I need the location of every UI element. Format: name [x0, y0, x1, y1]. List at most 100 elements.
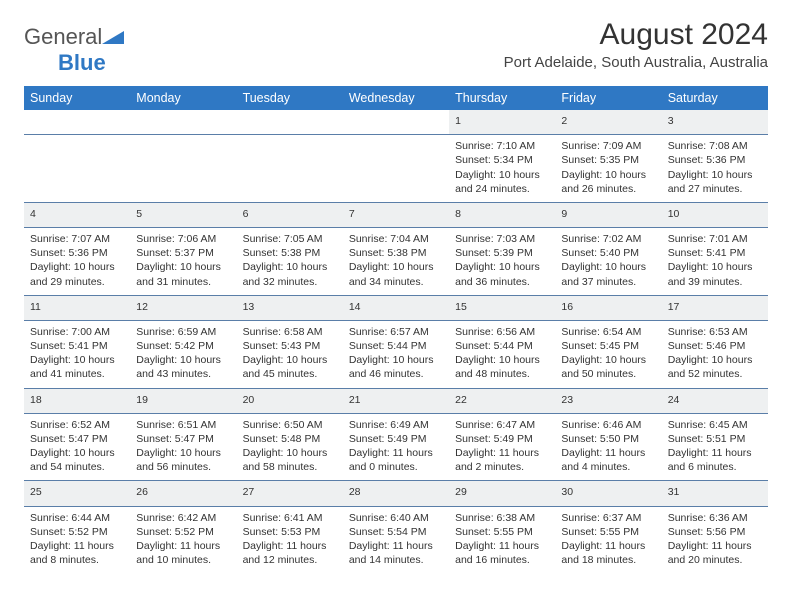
sunset-text: Sunset: 5:49 PM — [349, 432, 443, 446]
day-number-cell: 26 — [130, 481, 236, 506]
daylight-line1: Daylight: 10 hours — [561, 353, 655, 367]
day-info-cell: Sunrise: 6:41 AMSunset: 5:53 PMDaylight:… — [237, 506, 343, 573]
daylight-line2: and 4 minutes. — [561, 460, 655, 474]
daylight-line2: and 26 minutes. — [561, 182, 655, 196]
day-number-cell: 28 — [343, 481, 449, 506]
week-0-daynum-row: 123 — [24, 110, 768, 135]
sunrise-text: Sunrise: 6:37 AM — [561, 511, 655, 525]
daylight-line1: Daylight: 10 hours — [561, 260, 655, 274]
day-info-cell: Sunrise: 6:58 AMSunset: 5:43 PMDaylight:… — [237, 320, 343, 388]
sunset-text: Sunset: 5:36 PM — [30, 246, 124, 260]
day-info-cell: Sunrise: 6:37 AMSunset: 5:55 PMDaylight:… — [555, 506, 661, 573]
sunset-text: Sunset: 5:44 PM — [349, 339, 443, 353]
day-info-cell: Sunrise: 7:05 AMSunset: 5:38 PMDaylight:… — [237, 228, 343, 296]
logo-word-general: General — [24, 24, 102, 49]
sunrise-text: Sunrise: 6:56 AM — [455, 325, 549, 339]
day-info-cell: Sunrise: 7:10 AMSunset: 5:34 PMDaylight:… — [449, 135, 555, 203]
daylight-line1: Daylight: 10 hours — [243, 353, 337, 367]
sunset-text: Sunset: 5:41 PM — [30, 339, 124, 353]
day-info-cell — [24, 135, 130, 203]
daylight-line2: and 43 minutes. — [136, 367, 230, 381]
daylight-line2: and 46 minutes. — [349, 367, 443, 381]
day-number-cell: 16 — [555, 295, 661, 320]
day-info-cell: Sunrise: 6:57 AMSunset: 5:44 PMDaylight:… — [343, 320, 449, 388]
calendar-header-row: SundayMondayTuesdayWednesdayThursdayFrid… — [24, 86, 768, 110]
day-info-cell: Sunrise: 6:52 AMSunset: 5:47 PMDaylight:… — [24, 413, 130, 481]
sunrise-text: Sunrise: 6:36 AM — [668, 511, 762, 525]
day-number-cell: 21 — [343, 388, 449, 413]
daylight-line1: Daylight: 11 hours — [30, 539, 124, 553]
daylight-line2: and 56 minutes. — [136, 460, 230, 474]
daylight-line2: and 48 minutes. — [455, 367, 549, 381]
day-info-cell: Sunrise: 6:40 AMSunset: 5:54 PMDaylight:… — [343, 506, 449, 573]
day-number-cell — [24, 110, 130, 135]
title-block: August 2024 Port Adelaide, South Austral… — [504, 18, 768, 71]
day-header-friday: Friday — [555, 86, 661, 110]
day-info-cell: Sunrise: 6:46 AMSunset: 5:50 PMDaylight:… — [555, 413, 661, 481]
sunset-text: Sunset: 5:37 PM — [136, 246, 230, 260]
day-number-cell: 8 — [449, 202, 555, 227]
daylight-line2: and 34 minutes. — [349, 275, 443, 289]
day-number-cell: 30 — [555, 481, 661, 506]
day-info-cell — [237, 135, 343, 203]
logo-text: General Blue — [24, 24, 124, 76]
daylight-line1: Daylight: 10 hours — [349, 353, 443, 367]
daylight-line2: and 16 minutes. — [455, 553, 549, 567]
sunrise-text: Sunrise: 7:04 AM — [349, 232, 443, 246]
sunset-text: Sunset: 5:49 PM — [455, 432, 549, 446]
daylight-line2: and 14 minutes. — [349, 553, 443, 567]
sunrise-text: Sunrise: 7:02 AM — [561, 232, 655, 246]
sunrise-text: Sunrise: 7:09 AM — [561, 139, 655, 153]
sunrise-text: Sunrise: 6:41 AM — [243, 511, 337, 525]
day-number-cell: 29 — [449, 481, 555, 506]
daylight-line2: and 2 minutes. — [455, 460, 549, 474]
daylight-line1: Daylight: 10 hours — [30, 260, 124, 274]
day-header-sunday: Sunday — [24, 86, 130, 110]
day-info-cell: Sunrise: 6:50 AMSunset: 5:48 PMDaylight:… — [237, 413, 343, 481]
calendar-body: 123Sunrise: 7:10 AMSunset: 5:34 PMDaylig… — [24, 110, 768, 573]
day-number-cell: 4 — [24, 202, 130, 227]
sunrise-text: Sunrise: 6:59 AM — [136, 325, 230, 339]
day-number-cell — [237, 110, 343, 135]
sunrise-text: Sunrise: 6:45 AM — [668, 418, 762, 432]
daylight-line2: and 32 minutes. — [243, 275, 337, 289]
sunset-text: Sunset: 5:42 PM — [136, 339, 230, 353]
sunset-text: Sunset: 5:53 PM — [243, 525, 337, 539]
sunset-text: Sunset: 5:46 PM — [668, 339, 762, 353]
day-info-cell: Sunrise: 6:42 AMSunset: 5:52 PMDaylight:… — [130, 506, 236, 573]
daylight-line2: and 27 minutes. — [668, 182, 762, 196]
daylight-line2: and 50 minutes. — [561, 367, 655, 381]
daylight-line1: Daylight: 11 hours — [243, 539, 337, 553]
sunrise-text: Sunrise: 7:08 AM — [668, 139, 762, 153]
day-info-cell: Sunrise: 6:47 AMSunset: 5:49 PMDaylight:… — [449, 413, 555, 481]
daylight-line2: and 31 minutes. — [136, 275, 230, 289]
sunset-text: Sunset: 5:40 PM — [561, 246, 655, 260]
sunset-text: Sunset: 5:47 PM — [30, 432, 124, 446]
sunset-text: Sunset: 5:55 PM — [561, 525, 655, 539]
sunset-text: Sunset: 5:54 PM — [349, 525, 443, 539]
sunrise-text: Sunrise: 7:05 AM — [243, 232, 337, 246]
day-info-cell: Sunrise: 7:00 AMSunset: 5:41 PMDaylight:… — [24, 320, 130, 388]
sunrise-text: Sunrise: 7:00 AM — [30, 325, 124, 339]
day-number-cell: 6 — [237, 202, 343, 227]
sunset-text: Sunset: 5:43 PM — [243, 339, 337, 353]
daylight-line1: Daylight: 10 hours — [668, 168, 762, 182]
day-header-thursday: Thursday — [449, 86, 555, 110]
sunset-text: Sunset: 5:52 PM — [136, 525, 230, 539]
sunrise-text: Sunrise: 6:47 AM — [455, 418, 549, 432]
daylight-line2: and 52 minutes. — [668, 367, 762, 381]
daylight-line2: and 45 minutes. — [243, 367, 337, 381]
day-number-cell: 10 — [662, 202, 768, 227]
day-info-cell — [343, 135, 449, 203]
daylight-line1: Daylight: 11 hours — [136, 539, 230, 553]
day-number-cell: 20 — [237, 388, 343, 413]
week-2-daynum-row: 11121314151617 — [24, 295, 768, 320]
day-number-cell: 1 — [449, 110, 555, 135]
day-number-cell: 31 — [662, 481, 768, 506]
sunrise-text: Sunrise: 6:51 AM — [136, 418, 230, 432]
sunrise-text: Sunrise: 6:52 AM — [30, 418, 124, 432]
sunrise-text: Sunrise: 6:49 AM — [349, 418, 443, 432]
sunrise-text: Sunrise: 6:38 AM — [455, 511, 549, 525]
day-number-cell: 7 — [343, 202, 449, 227]
sunrise-text: Sunrise: 6:42 AM — [136, 511, 230, 525]
